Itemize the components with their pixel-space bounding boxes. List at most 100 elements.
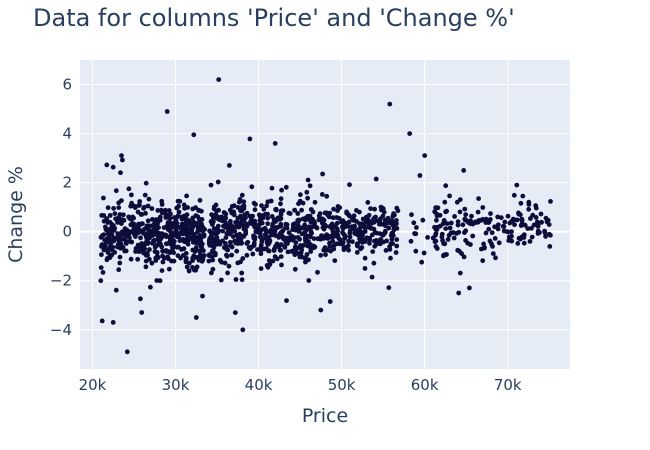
data-point	[137, 229, 142, 235]
data-point	[531, 222, 537, 228]
data-point	[174, 244, 180, 250]
data-point	[343, 233, 348, 239]
data-point	[137, 202, 142, 208]
data-point	[283, 184, 289, 190]
x-axis-title: Price	[302, 405, 348, 427]
data-point	[160, 259, 166, 265]
data-point	[548, 199, 553, 204]
data-point	[425, 235, 430, 240]
data-point	[292, 244, 298, 250]
data-point	[229, 252, 235, 258]
data-point	[225, 270, 231, 276]
data-point	[259, 227, 265, 233]
data-point	[247, 213, 253, 219]
data-point	[533, 215, 539, 220]
data-point	[298, 192, 303, 198]
data-point	[393, 250, 399, 255]
data-point	[258, 234, 263, 240]
data-point	[457, 209, 463, 215]
data-point	[160, 253, 166, 259]
data-point	[101, 243, 106, 249]
data-point	[286, 230, 292, 236]
data-point	[220, 228, 226, 234]
data-point	[378, 216, 383, 222]
data-point	[467, 285, 472, 291]
data-point	[414, 225, 419, 230]
data-point	[213, 238, 218, 244]
data-point	[309, 230, 314, 236]
data-point	[480, 205, 486, 210]
data-point	[475, 219, 481, 225]
data-point	[101, 213, 107, 218]
y-tick-label: 0	[62, 223, 72, 241]
data-point	[525, 226, 531, 232]
data-point	[455, 219, 461, 225]
data-point	[360, 230, 366, 236]
data-point	[145, 252, 150, 258]
data-point	[311, 243, 316, 249]
data-point	[290, 237, 296, 243]
data-point	[270, 258, 276, 264]
data-point	[132, 205, 138, 211]
data-point	[224, 253, 230, 259]
data-point	[380, 232, 386, 238]
data-point	[292, 207, 297, 213]
data-point	[154, 278, 160, 283]
data-point	[454, 199, 460, 205]
data-point	[386, 225, 392, 231]
data-point	[378, 237, 384, 242]
data-point	[295, 211, 301, 216]
data-point	[372, 238, 377, 244]
data-point	[391, 225, 397, 231]
data-point	[136, 221, 141, 227]
data-point	[338, 241, 344, 247]
data-point	[252, 218, 258, 224]
data-point	[365, 200, 371, 205]
data-point	[409, 212, 414, 218]
data-point	[442, 199, 448, 205]
data-point	[370, 249, 376, 255]
data-point	[345, 224, 351, 229]
data-point	[107, 213, 113, 218]
data-point	[111, 228, 117, 233]
data-point	[265, 199, 271, 205]
data-point	[206, 238, 212, 244]
data-point	[501, 228, 507, 234]
data-point	[447, 193, 452, 199]
data-point	[148, 284, 153, 290]
data-point	[275, 224, 281, 230]
data-point	[120, 157, 125, 163]
data-point	[433, 231, 439, 236]
data-point	[239, 270, 245, 276]
data-point	[265, 221, 271, 227]
data-point	[422, 153, 428, 159]
data-point	[505, 229, 511, 235]
data-point	[126, 186, 132, 192]
data-point	[146, 224, 152, 230]
data-point	[387, 101, 393, 107]
data-point	[150, 231, 156, 237]
data-point	[226, 263, 232, 269]
data-point	[165, 254, 171, 260]
data-point	[495, 226, 501, 232]
data-point	[99, 252, 104, 258]
data-point	[157, 214, 163, 220]
data-point	[239, 192, 245, 198]
data-point	[283, 221, 289, 227]
data-point	[235, 235, 241, 241]
data-point	[295, 218, 301, 224]
data-point	[346, 238, 352, 244]
data-point	[259, 203, 264, 209]
data-point	[444, 221, 450, 227]
data-point	[213, 232, 219, 238]
data-point	[434, 246, 440, 251]
data-point	[211, 216, 216, 222]
data-point	[547, 244, 553, 249]
data-point	[261, 206, 267, 212]
data-point	[368, 206, 373, 212]
data-point	[110, 244, 116, 250]
data-point	[110, 164, 116, 170]
data-point	[496, 240, 502, 246]
data-point	[129, 200, 135, 206]
data-point	[199, 244, 204, 250]
